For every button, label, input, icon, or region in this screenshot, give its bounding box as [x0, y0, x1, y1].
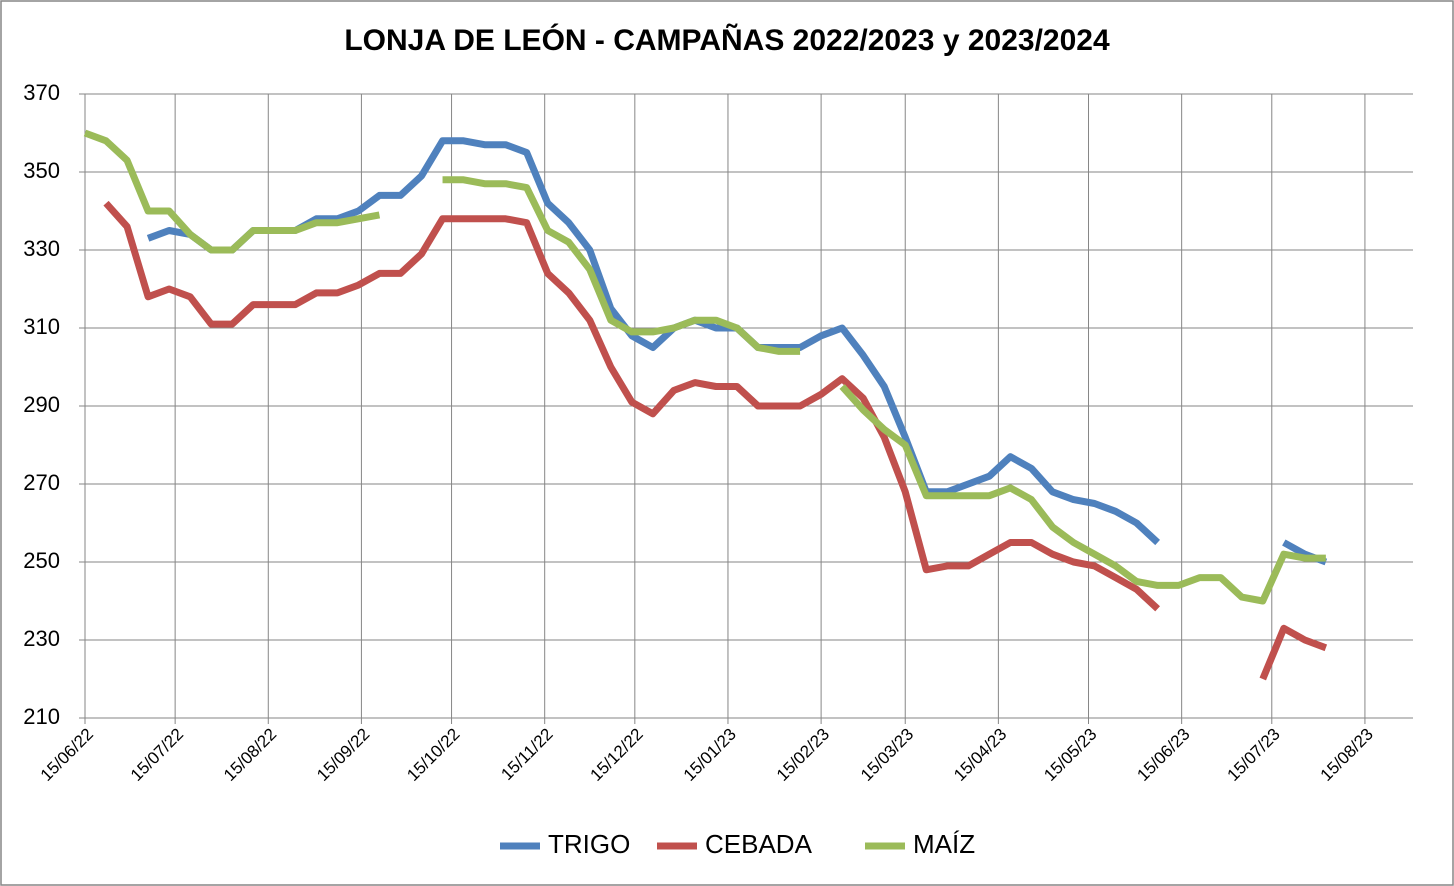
chart-title: LONJA DE LEÓN - CAMPAÑAS 2022/2023 y 202…: [344, 23, 1110, 57]
legend-label: CEBADA: [705, 829, 813, 859]
y-tick-label: 230: [23, 626, 60, 651]
y-tick-label: 290: [23, 392, 60, 417]
legend-label: TRIGO: [548, 829, 630, 859]
legend-label: MAÍZ: [913, 829, 975, 859]
y-tick-label: 210: [23, 704, 60, 729]
series-line: [83, 129, 1326, 605]
y-tick-label: 310: [23, 314, 60, 339]
y-tick-label: 270: [23, 470, 60, 495]
y-tick-label: 330: [23, 236, 60, 261]
y-tick-label: 350: [23, 158, 60, 183]
y-tick-label: 370: [23, 80, 60, 105]
y-tick-label: 250: [23, 548, 60, 573]
series-line: [103, 200, 1328, 681]
